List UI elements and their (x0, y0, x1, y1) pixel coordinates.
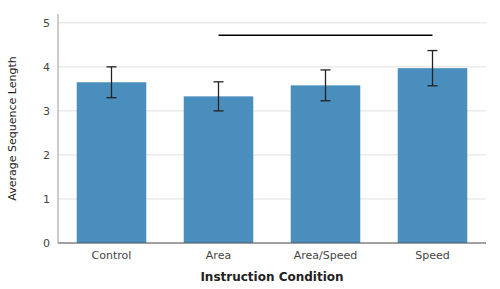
error-line (111, 67, 112, 98)
x-axis-label: Instruction Condition (200, 270, 343, 284)
grid (58, 23, 486, 243)
y-tick-label: 4 (43, 61, 50, 74)
y-axis-label: Average Sequence Length (6, 56, 19, 200)
grid-line (58, 66, 486, 67)
grid-line (58, 243, 486, 244)
x-tick-label: Area/Speed (294, 249, 358, 262)
grid-line (58, 22, 486, 23)
bar (291, 85, 361, 243)
error-cap (428, 50, 438, 51)
y-tick-label: 2 (43, 149, 50, 162)
y-tick-label: 3 (43, 105, 50, 118)
error-cap (107, 66, 117, 67)
x-axis-line (58, 243, 486, 244)
chart: 0 1 2 3 4 5 Control Area Area/Speed Speed Instruct… (0, 0, 500, 289)
error-cap (321, 100, 331, 101)
x-tick-label: Control (92, 249, 132, 262)
error-cap (107, 97, 117, 98)
error-bar (214, 82, 224, 111)
error-bar (107, 67, 117, 98)
bar (398, 68, 468, 243)
y-tick-label: 5 (43, 17, 50, 30)
x-tick-label: Speed (415, 249, 449, 262)
bar (77, 82, 147, 243)
y-axis-line (58, 14, 59, 243)
error-bar (321, 70, 331, 101)
y-tick-label: 0 (43, 237, 50, 250)
error-line (325, 70, 326, 101)
error-bar (428, 51, 438, 86)
y-tick-label: 1 (43, 193, 50, 206)
bar (184, 96, 254, 243)
error-line (218, 82, 219, 111)
error-cap (214, 110, 224, 111)
chart-container: 0 1 2 3 4 5 Control Area Area/Speed Speed Instruct… (0, 0, 500, 289)
significance-bar (219, 34, 433, 36)
error-cap (321, 69, 331, 70)
error-cap (428, 85, 438, 86)
x-tick-label: Area (206, 249, 231, 262)
error-cap (214, 81, 224, 82)
plot-area (77, 35, 468, 243)
error-line (432, 51, 433, 86)
